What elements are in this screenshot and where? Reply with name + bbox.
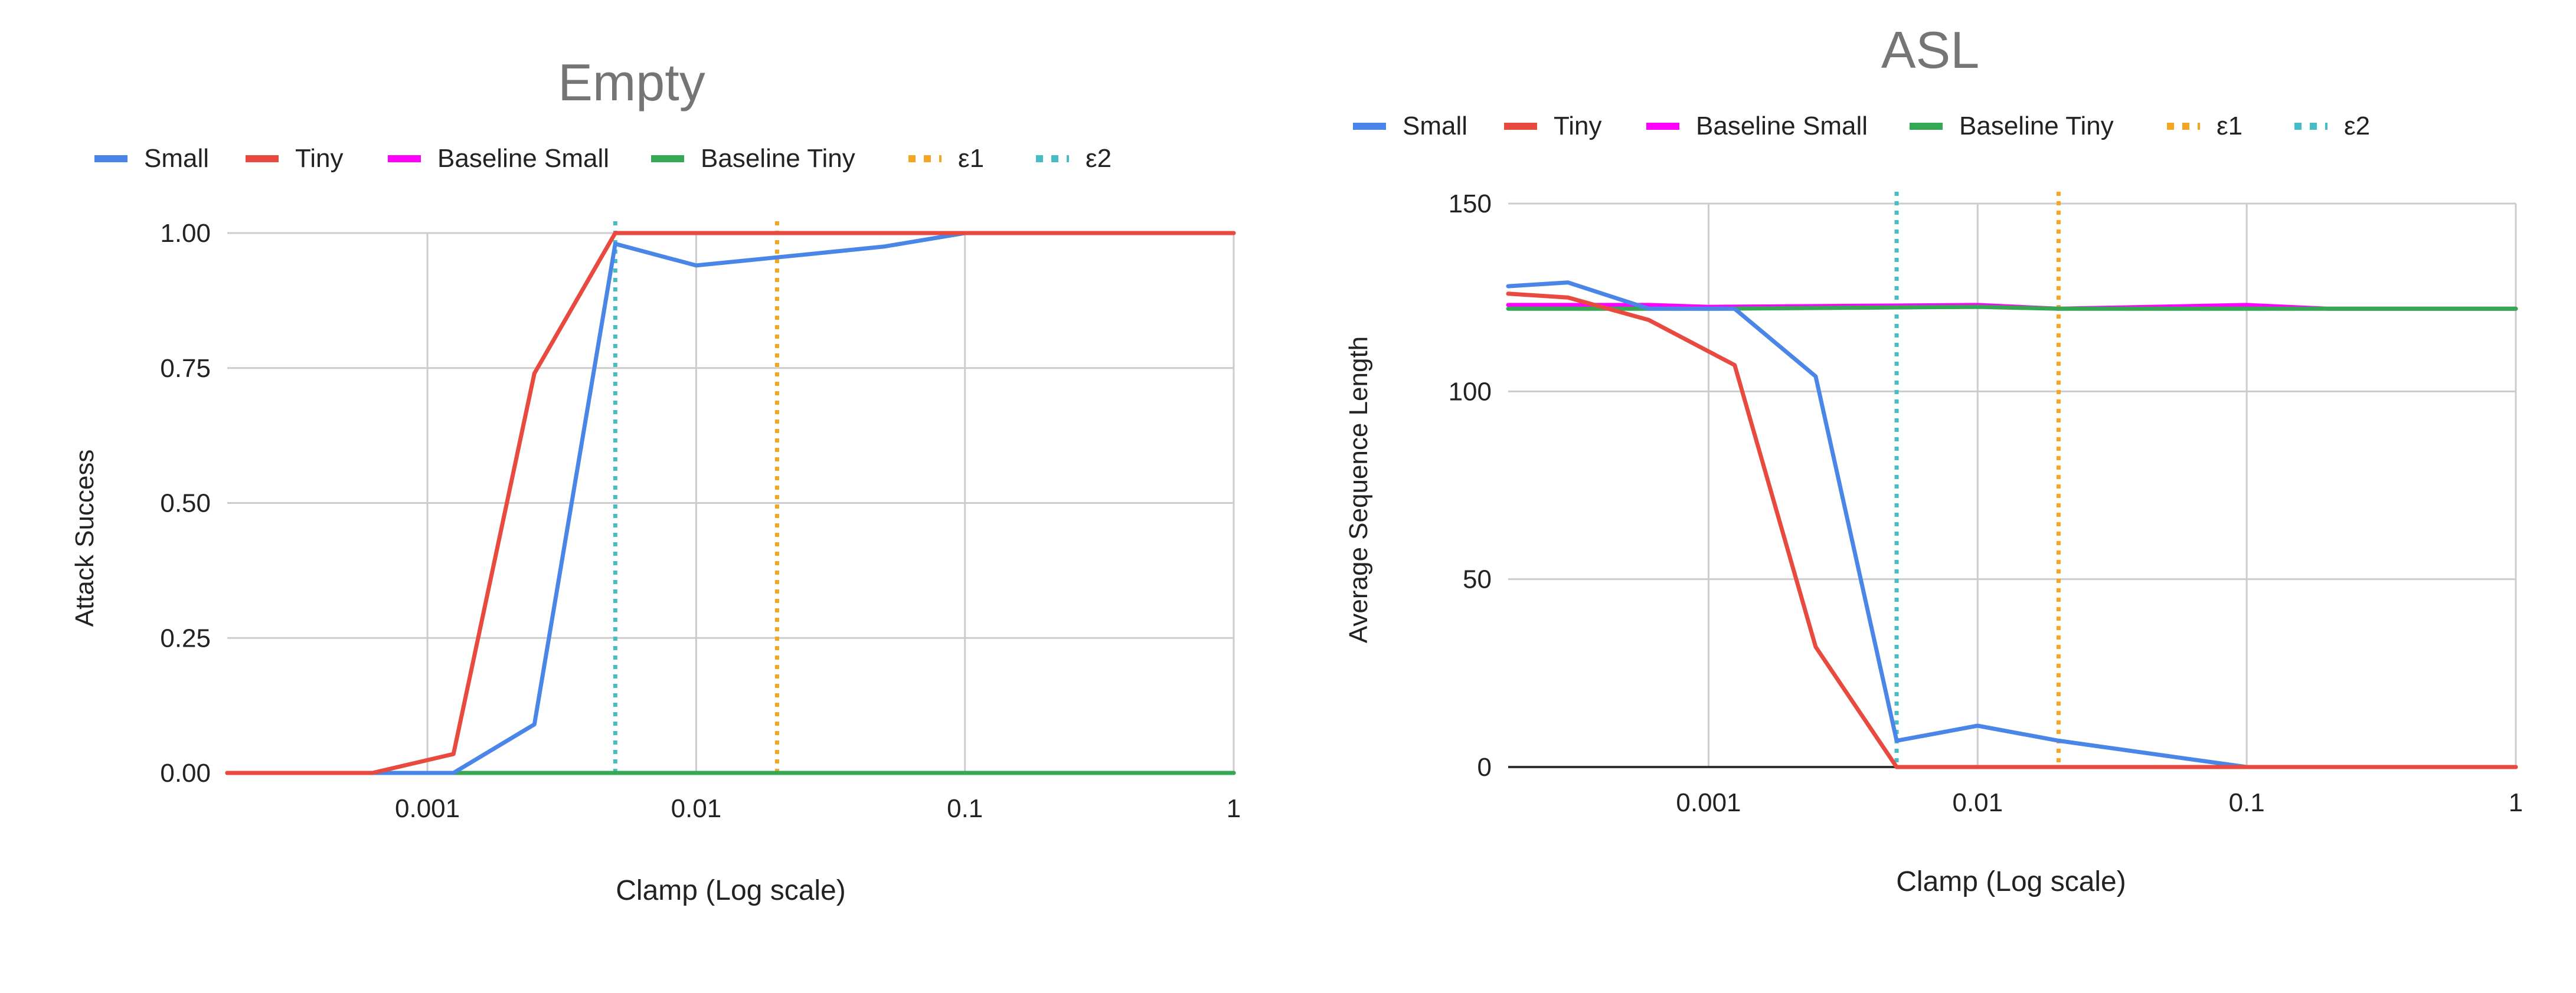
chart-title: ASL <box>1881 21 1979 79</box>
legend-item-baseline_small: Baseline Small <box>388 144 609 173</box>
chart-title: Empty <box>558 53 705 112</box>
y-tick-label: 0 <box>1477 753 1492 782</box>
legend-label: Baseline Tiny <box>701 144 855 173</box>
legend-label: Baseline Tiny <box>1959 112 2114 140</box>
x-tick-label: 0.1 <box>2229 788 2265 817</box>
legend-label: Tiny <box>295 144 344 173</box>
x-axis-ticks: 0.001 0.01 0.1 1 <box>1676 788 2523 817</box>
x-tick-label: 0.1 <box>947 794 983 823</box>
series-line-tiny <box>225 231 1236 775</box>
legend-label: ε2 <box>2344 112 2370 140</box>
series-line-small <box>1506 280 2518 769</box>
legend-label: Small <box>144 144 209 173</box>
x-tick-label: 1 <box>2509 788 2523 817</box>
x-axis-label: Clamp (Log scale) <box>1896 866 2126 897</box>
y-axis-label: Average Sequence Length <box>1344 336 1373 643</box>
series-line-tiny <box>1506 291 2518 769</box>
chart-asl: ASL Small Tiny Baseline Small Baseline Tiny… <box>1344 21 2523 897</box>
legend-label: Baseline Small <box>437 144 609 173</box>
plot-area <box>225 221 1236 775</box>
legend-item-baseline_tiny: Baseline Tiny <box>651 144 855 173</box>
legend-label: Baseline Small <box>1696 112 1868 140</box>
legend-item-small: Small <box>94 144 209 173</box>
legend-label: ε1 <box>958 144 984 173</box>
y-axis-label: Attack Success <box>70 450 99 627</box>
x-tick-label: 1 <box>1227 794 1241 823</box>
legend-item-eps1: ε1 <box>2167 112 2242 140</box>
legend: Small Tiny Baseline Small Baseline Tiny ε1 ε2 <box>1353 112 2370 140</box>
gridlines <box>1508 202 2517 768</box>
legend-item-tiny: Tiny <box>1504 112 1602 140</box>
plot-area <box>1506 192 2518 769</box>
y-tick-label: 50 <box>1463 565 1492 594</box>
legend-item-eps2: ε2 <box>1036 144 1112 173</box>
x-tick-label: 0.01 <box>1952 788 2003 817</box>
chart-empty: Empty Small Tiny Baseline Small Baseline Ti… <box>70 53 1241 906</box>
y-axis-ticks: 0 50 100 150 <box>1449 189 1492 782</box>
gridlines <box>227 232 1235 774</box>
legend-label: ε1 <box>2217 112 2242 140</box>
legend-item-baseline_tiny: Baseline Tiny <box>1910 112 2114 140</box>
legend: Small Tiny Baseline Small Baseline Tiny ε1 ε2 <box>94 144 1112 173</box>
y-axis-ticks: 0.00 0.25 0.50 0.75 1.00 <box>160 219 211 788</box>
legend-item-baseline_small: Baseline Small <box>1646 112 1868 140</box>
y-tick-label: 100 <box>1449 377 1492 406</box>
y-tick-label: 0.25 <box>160 624 211 653</box>
legend-item-eps2: ε2 <box>2294 112 2370 140</box>
x-tick-label: 0.001 <box>395 794 460 823</box>
x-tick-label: 0.01 <box>671 794 722 823</box>
y-tick-label: 150 <box>1449 189 1492 218</box>
legend-label: ε2 <box>1086 144 1112 173</box>
y-tick-label: 1.00 <box>160 219 211 248</box>
legend-label: Tiny <box>1554 112 1602 140</box>
y-tick-label: 0.75 <box>160 354 211 383</box>
x-axis-ticks: 0.001 0.01 0.1 1 <box>395 794 1241 823</box>
legend-item-eps1: ε1 <box>908 144 984 173</box>
legend-item-small: Small <box>1353 112 1467 140</box>
x-tick-label: 0.001 <box>1676 788 1741 817</box>
x-axis-label: Clamp (Log scale) <box>616 875 845 906</box>
y-tick-label: 0.00 <box>160 759 211 788</box>
legend-item-tiny: Tiny <box>246 144 344 173</box>
y-tick-label: 0.50 <box>160 489 211 518</box>
legend-label: Small <box>1403 112 1467 140</box>
